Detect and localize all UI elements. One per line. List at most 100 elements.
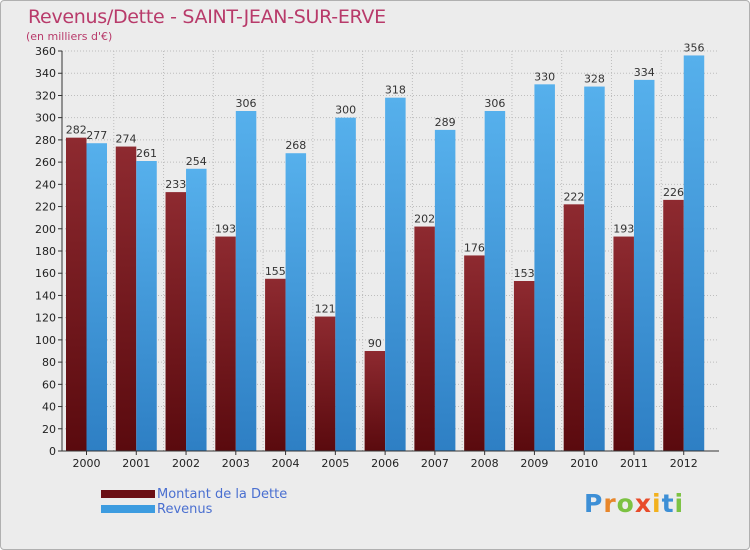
data-label-revenus-2001: 261: [136, 147, 157, 160]
bar-revenus-2008: [484, 111, 506, 451]
bar-revenus-2002: [186, 168, 207, 451]
data-label-dette-2006: 90: [368, 337, 382, 350]
y-tick-label-340: 340: [35, 67, 56, 80]
bar-revenus-2001: [136, 161, 157, 451]
bar-dette-2004: [265, 278, 286, 451]
y-tick-label-20: 20: [42, 423, 56, 436]
logo-letter: P: [584, 489, 604, 518]
y-tick-label-240: 240: [35, 178, 56, 191]
bar-dette-2012: [663, 199, 684, 451]
legend-label-dette: Montant de la Dette: [157, 487, 288, 502]
data-label-dette-2001: 274: [116, 133, 137, 146]
logo-letter: x: [634, 489, 652, 518]
bar-dette-2010: [563, 204, 585, 451]
x-tick-label-2011: 2011: [620, 457, 648, 470]
bar-dette-2003: [215, 236, 236, 451]
y-tick-label-0: 0: [49, 445, 56, 458]
data-label-dette-2007: 202: [414, 213, 435, 226]
chart-title: Revenus/Dette - SAINT-JEAN-SUR-ERVE: [28, 6, 386, 28]
data-label-revenus-2011: 334: [634, 66, 655, 79]
bar-dette-2001: [115, 146, 137, 452]
bars: [66, 55, 705, 452]
data-label-revenus-2003: 306: [236, 97, 257, 110]
bar-revenus-2003: [235, 111, 257, 451]
data-label-revenus-2008: 306: [484, 97, 505, 110]
x-tick-label-2001: 2001: [122, 457, 150, 470]
x-tick-label-2012: 2012: [670, 457, 698, 470]
data-label-dette-2011: 193: [613, 223, 634, 236]
legend-swatch-revenus: [101, 505, 155, 513]
x-tick-label-2007: 2007: [421, 457, 449, 470]
bar-revenus-2012: [683, 55, 705, 451]
x-tick-label-2006: 2006: [371, 457, 399, 470]
y-tick-label-160: 160: [35, 267, 56, 280]
x-tick-label-2000: 2000: [73, 457, 101, 470]
y-tick-label-360: 360: [35, 45, 56, 58]
data-label-revenus-2002: 254: [186, 155, 207, 168]
y-tick-label-280: 280: [35, 134, 56, 147]
y-tick-label-120: 120: [35, 312, 56, 325]
data-label-dette-2000: 282: [66, 124, 87, 137]
bar-dette-2006: [364, 351, 386, 451]
y-tick-label-300: 300: [35, 112, 56, 125]
data-label-revenus-2012: 356: [683, 41, 704, 54]
bar-revenus-2000: [86, 143, 107, 451]
data-label-revenus-2004: 268: [285, 139, 306, 152]
y-tick-label-60: 60: [42, 378, 56, 391]
bar-dette-2002: [165, 192, 187, 451]
logo-letter: r: [603, 489, 617, 518]
bar-revenus-2005: [335, 117, 356, 452]
logo-letter: i: [674, 489, 685, 518]
bar-revenus-2009: [534, 84, 555, 451]
data-label-revenus-2009: 330: [534, 70, 555, 83]
data-label-dette-2010: 222: [563, 190, 584, 203]
y-tick-label-260: 260: [35, 156, 56, 169]
data-label-dette-2008: 176: [464, 241, 485, 254]
bar-revenus-2007: [434, 129, 456, 451]
bar-revenus-2010: [584, 86, 605, 452]
x-tick-label-2008: 2008: [471, 457, 499, 470]
bar-dette-2005: [314, 316, 336, 451]
proxiti-logo: Proxiti: [584, 489, 684, 518]
legend-label-revenus: Revenus: [157, 502, 213, 517]
bar-dette-2009: [513, 281, 535, 451]
bar-revenus-2011: [633, 79, 655, 451]
data-label-revenus-2000: 277: [86, 129, 107, 142]
x-tick-label-2002: 2002: [172, 457, 200, 470]
y-tick-label-80: 80: [42, 356, 56, 369]
data-label-dette-2012: 226: [663, 186, 684, 199]
data-label-dette-2002: 233: [165, 178, 186, 191]
legend-swatch-dette: [101, 490, 155, 498]
bar-dette-2008: [464, 255, 485, 451]
data-label-revenus-2006: 318: [385, 84, 406, 97]
grid-lines: [62, 50, 719, 452]
logo-letter: i: [652, 489, 662, 518]
axes: 0 20 40 60 80 100 120 140 160 180 200 220 240 260 280 3…: [35, 45, 719, 470]
bar-dette-2007: [414, 226, 435, 451]
logo-letter: t: [661, 489, 675, 518]
x-tick-label-2010: 2010: [570, 457, 598, 470]
y-tick-label-140: 140: [35, 289, 56, 302]
bar-revenus-2006: [385, 97, 406, 452]
data-label-dette-2009: 153: [514, 267, 535, 280]
data-label-revenus-2007: 289: [435, 116, 456, 129]
chart-subtitle: (en milliers d'€): [26, 30, 113, 43]
y-tick-label-40: 40: [42, 401, 56, 414]
x-tick-label-2003: 2003: [222, 457, 250, 470]
x-tick-label-2005: 2005: [321, 457, 349, 470]
y-tick-label-180: 180: [35, 245, 56, 258]
data-label-revenus-2010: 328: [584, 73, 605, 86]
bar-dette-2000: [66, 137, 87, 451]
y-tick-label-100: 100: [35, 334, 56, 347]
data-label-revenus-2005: 300: [335, 104, 356, 117]
y-tick-label-220: 220: [35, 201, 56, 214]
data-label-dette-2003: 193: [215, 223, 236, 236]
y-tick-label-320: 320: [35, 89, 56, 102]
logo-letter: o: [616, 489, 635, 518]
y-tick-label-200: 200: [35, 223, 56, 236]
data-label-dette-2004: 155: [265, 265, 286, 278]
x-tick-label-2004: 2004: [272, 457, 300, 470]
